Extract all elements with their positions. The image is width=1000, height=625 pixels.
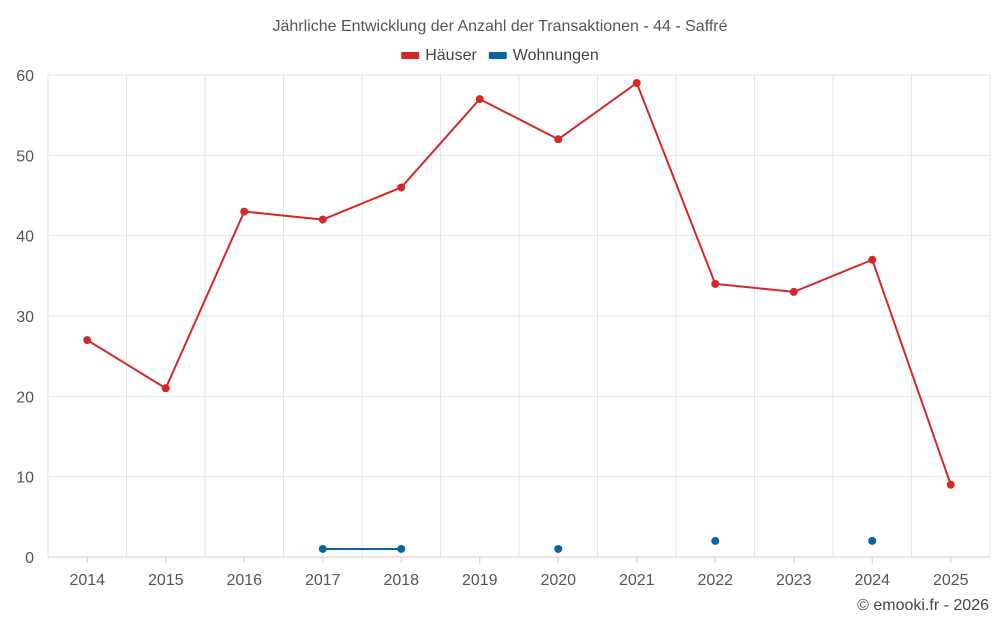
legend-label: Häuser — [425, 47, 477, 64]
y-axis: 0 10 20 30 40 50 60 — [16, 68, 34, 567]
x-tick-label: 2025 — [933, 572, 969, 589]
x-tick-label: 2020 — [540, 572, 576, 589]
data-point[interactable] — [946, 480, 955, 489]
legend-swatch — [488, 52, 507, 59]
data-point[interactable] — [161, 384, 170, 393]
data-point[interactable] — [632, 79, 641, 88]
data-point[interactable] — [868, 536, 877, 545]
legend-label: Wohnungen — [513, 47, 599, 64]
x-tick-label: 2018 — [383, 572, 419, 589]
y-tick-label: 40 — [16, 229, 34, 246]
y-tick-label: 60 — [16, 68, 34, 85]
data-point[interactable] — [868, 255, 877, 264]
legend-swatch — [401, 52, 420, 59]
x-tick-label: 2022 — [697, 572, 733, 589]
series-0 — [83, 79, 955, 489]
data-point[interactable] — [240, 207, 249, 216]
x-tick-label: 2019 — [462, 572, 498, 589]
data-point[interactable] — [475, 95, 484, 104]
series-line — [86, 81, 952, 486]
x-tick-label: 2017 — [305, 572, 341, 589]
y-tick-label: 0 — [25, 550, 34, 567]
data-point[interactable] — [711, 279, 720, 288]
x-tick-label: 2014 — [69, 572, 105, 589]
y-tick-label: 10 — [16, 470, 34, 487]
legend-item[interactable]: Häuser — [401, 47, 477, 64]
series-group — [83, 79, 955, 553]
data-point[interactable] — [554, 135, 563, 144]
series-1 — [318, 536, 877, 553]
legend: Häuser Wohnungen — [401, 47, 599, 64]
data-point[interactable] — [711, 536, 720, 545]
legend-item[interactable]: Wohnungen — [488, 47, 599, 64]
data-point[interactable] — [554, 544, 563, 553]
y-tick-label: 50 — [16, 148, 34, 165]
x-tick-label: 2023 — [776, 572, 812, 589]
y-tick-label: 30 — [16, 309, 34, 326]
y-tick-label: 20 — [16, 389, 34, 406]
data-point[interactable] — [83, 336, 92, 345]
x-tick-label: 2016 — [226, 572, 262, 589]
chart-title: Jährliche Entwicklung der Anzahl der Tra… — [272, 18, 727, 35]
grid-lines — [47, 74, 991, 558]
x-tick-label: 2015 — [148, 572, 184, 589]
x-tick-label: 2021 — [619, 572, 655, 589]
x-axis: 2014 2015 2016 2017 2018 2019 2020 2021 2022 2023… — [69, 557, 969, 589]
data-point[interactable] — [318, 544, 327, 553]
data-point[interactable] — [318, 215, 327, 224]
data-point[interactable] — [397, 544, 406, 553]
data-point[interactable] — [397, 183, 406, 192]
credit-text: © emooki.fr - 2026 — [857, 597, 989, 614]
x-tick-label: 2024 — [854, 572, 890, 589]
data-point[interactable] — [789, 287, 798, 296]
